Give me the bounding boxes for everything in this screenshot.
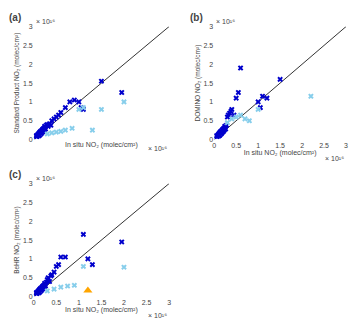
svg-text:1: 1	[209, 98, 213, 105]
svg-text:DOMINO NO₂ (molec/cm²): DOMINO NO₂ (molec/cm²)	[194, 45, 202, 122]
svg-text:× 10¹⁶: × 10¹⁶	[325, 155, 344, 162]
svg-text:In situ NO₂ (molec/cm²): In situ NO₂ (molec/cm²)	[65, 141, 138, 149]
svg-text:2.5: 2.5	[23, 199, 33, 206]
svg-text:1.5: 1.5	[23, 237, 33, 244]
svg-text:2.5: 2.5	[23, 42, 33, 49]
svg-text:1: 1	[256, 142, 260, 149]
svg-text:(c): (c)	[9, 169, 21, 180]
svg-text:1.5: 1.5	[203, 80, 213, 87]
svg-text:3: 3	[344, 142, 348, 149]
svg-text:1: 1	[29, 255, 33, 262]
svg-text:0: 0	[32, 299, 36, 306]
svg-text:1: 1	[29, 98, 33, 105]
svg-text:× 10¹⁶: × 10¹⁶	[36, 18, 55, 25]
svg-text:3: 3	[167, 299, 171, 306]
svg-text:0: 0	[212, 142, 216, 149]
svg-text:× 10¹⁶: × 10¹⁶	[148, 312, 167, 319]
svg-text:Standard Product NO₂ (molec/cm: Standard Product NO₂ (molec/cm²)	[13, 33, 21, 134]
svg-text:0.5: 0.5	[231, 142, 241, 149]
svg-text:2: 2	[122, 299, 126, 306]
svg-text:1.5: 1.5	[97, 299, 107, 306]
svg-text:0: 0	[29, 136, 33, 143]
svg-text:× 10¹⁶: × 10¹⁶	[36, 175, 55, 182]
svg-text:1.5: 1.5	[23, 80, 33, 87]
svg-text:3: 3	[29, 180, 33, 187]
svg-text:2.5: 2.5	[203, 42, 213, 49]
svg-text:× 10¹⁶: × 10¹⁶	[216, 18, 235, 25]
svg-text:3: 3	[29, 23, 33, 30]
svg-text:2: 2	[29, 61, 33, 68]
svg-text:In situ NO₂ (molec/cm²): In situ NO₂ (molec/cm²)	[65, 306, 138, 314]
svg-text:3: 3	[209, 23, 213, 30]
svg-text:2: 2	[29, 218, 33, 225]
svg-text:0.5: 0.5	[51, 299, 61, 306]
svg-text:2.5: 2.5	[142, 299, 152, 306]
svg-text:BeHR NO₂ (molec/cm²): BeHR NO₂ (molec/cm²)	[13, 206, 21, 274]
svg-text:0: 0	[29, 293, 33, 300]
svg-text:× 10¹⁶: × 10¹⁶	[148, 145, 167, 152]
svg-text:2: 2	[300, 142, 304, 149]
svg-text:2.5: 2.5	[319, 142, 329, 149]
svg-text:1.5: 1.5	[275, 142, 285, 149]
svg-text:0.5: 0.5	[23, 274, 33, 281]
svg-text:In situ NO₂ (molec/cm²): In situ NO₂ (molec/cm²)	[244, 149, 317, 157]
svg-text:0.5: 0.5	[203, 117, 213, 124]
svg-text:0.5: 0.5	[23, 117, 33, 124]
svg-text:2: 2	[209, 61, 213, 68]
svg-text:0: 0	[209, 136, 213, 143]
svg-text:(a): (a)	[9, 12, 21, 23]
svg-text:(b): (b)	[190, 12, 203, 23]
svg-text:1: 1	[77, 299, 81, 306]
